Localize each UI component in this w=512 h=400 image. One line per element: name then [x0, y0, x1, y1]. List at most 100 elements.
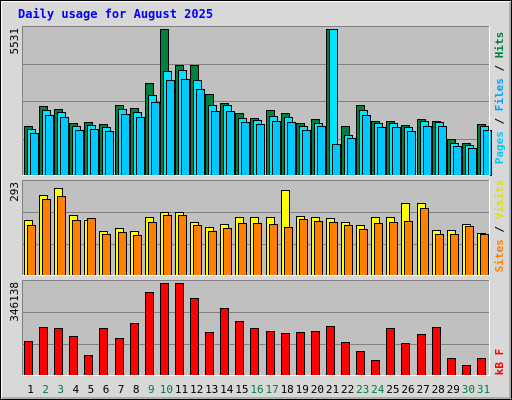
bar-sites-day-28 [435, 234, 444, 276]
bar-pages-day-14 [226, 111, 235, 176]
bar-sites-day-19 [299, 219, 308, 276]
side-legend-labels: Pages / Files / Hits Sites / Visits kB F [493, 32, 506, 376]
side-label-part: Sites [493, 239, 506, 272]
bar-pages-day-8 [136, 117, 145, 176]
bar-kb-f-day-16 [250, 328, 259, 376]
bar-kb-f-day-7 [115, 338, 124, 376]
bar-pages-day-11 [181, 79, 190, 176]
x-tick-label: 7 [118, 383, 125, 396]
bar-sites-day-21 [329, 222, 338, 276]
bar-kb-f-day-29 [447, 358, 456, 376]
x-tick-label: 16 [250, 383, 263, 396]
bar-sites-day-5 [87, 218, 96, 276]
bar-kb-f-day-8 [130, 323, 139, 376]
x-tick-label: 19 [296, 383, 309, 396]
x-tick-label: 18 [281, 383, 294, 396]
bar-sites-day-15 [238, 223, 247, 276]
side-label-part: Files [493, 78, 506, 111]
bar-sites-day-30 [465, 226, 474, 276]
bar-sites-day-13 [208, 231, 217, 276]
x-tick-label: 1 [27, 383, 34, 396]
bar-pages-day-31 [483, 130, 492, 176]
bar-sites-day-7 [118, 232, 127, 276]
x-tick-label: 30 [462, 383, 475, 396]
x-tick-label: 5 [88, 383, 95, 396]
x-tick-label: 26 [401, 383, 414, 396]
side-label-part: Hits [493, 32, 506, 59]
bar-kb-f-day-27 [417, 334, 426, 376]
chart-panels: 5531 293 346138 [8, 26, 492, 376]
bar-kb-f-day-19 [296, 332, 305, 376]
bar-pages-day-20 [317, 126, 326, 176]
side-label-part: / [493, 111, 506, 131]
bar-pages-day-30 [468, 148, 477, 176]
bar-kb-f-day-22 [341, 342, 350, 376]
bar-pages-day-12 [196, 89, 205, 176]
x-axis-labels: 1 2 3 4 5 6 7 8 9 10 11 12 13 14 15 16 17 18 19 20 21 22 23 24 2… [27, 383, 490, 396]
bar-sites-day-4 [72, 220, 81, 276]
side-label-part: Pages [493, 131, 506, 164]
bar-kb-f-day-2 [39, 327, 48, 376]
bar-sites-day-16 [253, 223, 262, 276]
bar-pages-day-6 [105, 131, 114, 176]
x-tick-label: 6 [103, 383, 110, 396]
bar-pages-day-23 [362, 115, 371, 176]
bar-pages-day-18 [287, 122, 296, 176]
x-tick-label: 23 [356, 383, 369, 396]
bar-kb-f-day-17 [266, 331, 275, 376]
bar-sites-day-18 [284, 227, 293, 276]
x-tick-label: 14 [220, 383, 234, 396]
bar-sites-day-23 [359, 229, 368, 276]
bar-pages-day-10 [166, 80, 175, 176]
bar-pages-day-22 [347, 138, 356, 176]
panel-kbytes: 346138 [8, 280, 490, 376]
bar-kb-f-day-31 [477, 358, 486, 376]
bar-kb-f-day-3 [54, 328, 63, 376]
bar-kb-f-day-6 [99, 328, 108, 376]
bar-pages-day-4 [75, 130, 84, 176]
bar-sites-day-9 [148, 222, 157, 276]
side-label-part: / [493, 219, 506, 239]
panel-hits-files-pages: 5531 [8, 26, 492, 176]
bar-kb-f-day-30 [462, 365, 471, 376]
bar-kb-f-day-18 [281, 333, 290, 376]
x-tick-label: 28 [432, 383, 445, 396]
bar-sites-day-2 [42, 199, 51, 276]
y-max-label: 293 [8, 182, 21, 202]
x-tick-label: 13 [205, 383, 218, 396]
bar-kb-f-day-10 [160, 283, 169, 376]
bar-pages-day-13 [211, 111, 220, 176]
bar-pages-day-1 [30, 133, 39, 176]
bar-pages-day-3 [60, 117, 69, 176]
bar-pages-day-29 [453, 146, 462, 176]
bar-kb-f-day-20 [311, 331, 320, 376]
bar-pages-day-21 [332, 144, 341, 176]
bar-sites-day-17 [269, 224, 278, 276]
bar-pages-day-27 [423, 126, 432, 176]
x-tick-label: 10 [160, 383, 173, 396]
bar-kb-f-day-12 [190, 298, 199, 376]
bar-kb-f-day-26 [401, 343, 410, 376]
bar-sites-day-1 [27, 225, 36, 276]
bar-pages-day-7 [121, 114, 130, 176]
x-tick-label: 8 [133, 383, 140, 396]
bar-pages-day-19 [302, 130, 311, 176]
y-max-label: 346138 [8, 282, 21, 322]
bar-pages-day-16 [256, 124, 265, 176]
bar-kb-f-day-5 [84, 355, 93, 376]
side-label-part: / [493, 58, 506, 78]
bar-sites-day-27 [420, 208, 429, 276]
x-tick-label: 2 [42, 383, 49, 396]
x-tick-label: 27 [416, 383, 429, 396]
bar-pages-day-26 [407, 131, 416, 176]
x-tick-label: 4 [72, 383, 79, 396]
bar-kb-f-day-1 [24, 341, 33, 376]
x-tick-label: 25 [386, 383, 399, 396]
x-tick-label: 12 [190, 383, 203, 396]
side-label-part: kB F [493, 349, 506, 376]
bar-kb-f-day-25 [386, 328, 395, 376]
y-max-label: 5531 [8, 28, 21, 55]
bar-pages-day-25 [392, 127, 401, 176]
bar-kb-f-day-15 [235, 321, 244, 376]
